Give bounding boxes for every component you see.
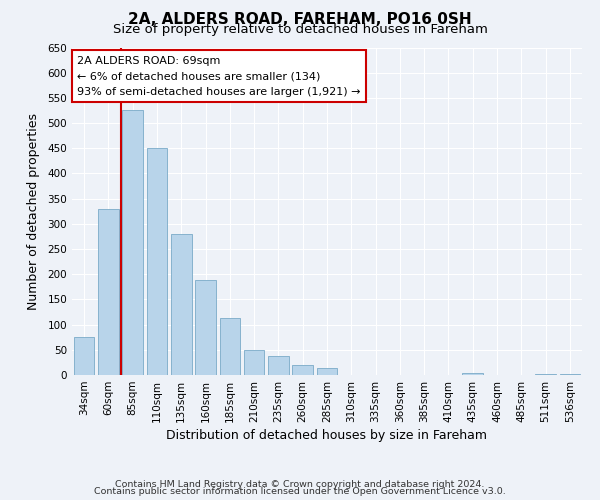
Text: Contains public sector information licensed under the Open Government Licence v3: Contains public sector information licen… [94,488,506,496]
Bar [268,356,289,375]
X-axis label: Distribution of detached houses by size in Fareham: Distribution of detached houses by size … [167,429,487,442]
Bar [292,365,313,375]
Bar [195,280,216,375]
Text: 2A ALDERS ROAD: 69sqm
← 6% of detached houses are smaller (134)
93% of semi-deta: 2A ALDERS ROAD: 69sqm ← 6% of detached h… [77,56,361,97]
Bar [244,350,265,375]
Bar [122,110,143,375]
Text: Size of property relative to detached houses in Fareham: Size of property relative to detached ho… [113,22,487,36]
Bar [560,374,580,375]
Y-axis label: Number of detached properties: Number of detached properties [28,113,40,310]
Bar [74,337,94,375]
Text: 2A, ALDERS ROAD, FAREHAM, PO16 0SH: 2A, ALDERS ROAD, FAREHAM, PO16 0SH [128,12,472,28]
Bar [535,374,556,375]
Bar [171,234,191,375]
Bar [98,208,119,375]
Text: Contains HM Land Registry data © Crown copyright and database right 2024.: Contains HM Land Registry data © Crown c… [115,480,485,489]
Bar [220,318,240,375]
Bar [317,368,337,375]
Bar [146,148,167,375]
Bar [463,374,483,375]
